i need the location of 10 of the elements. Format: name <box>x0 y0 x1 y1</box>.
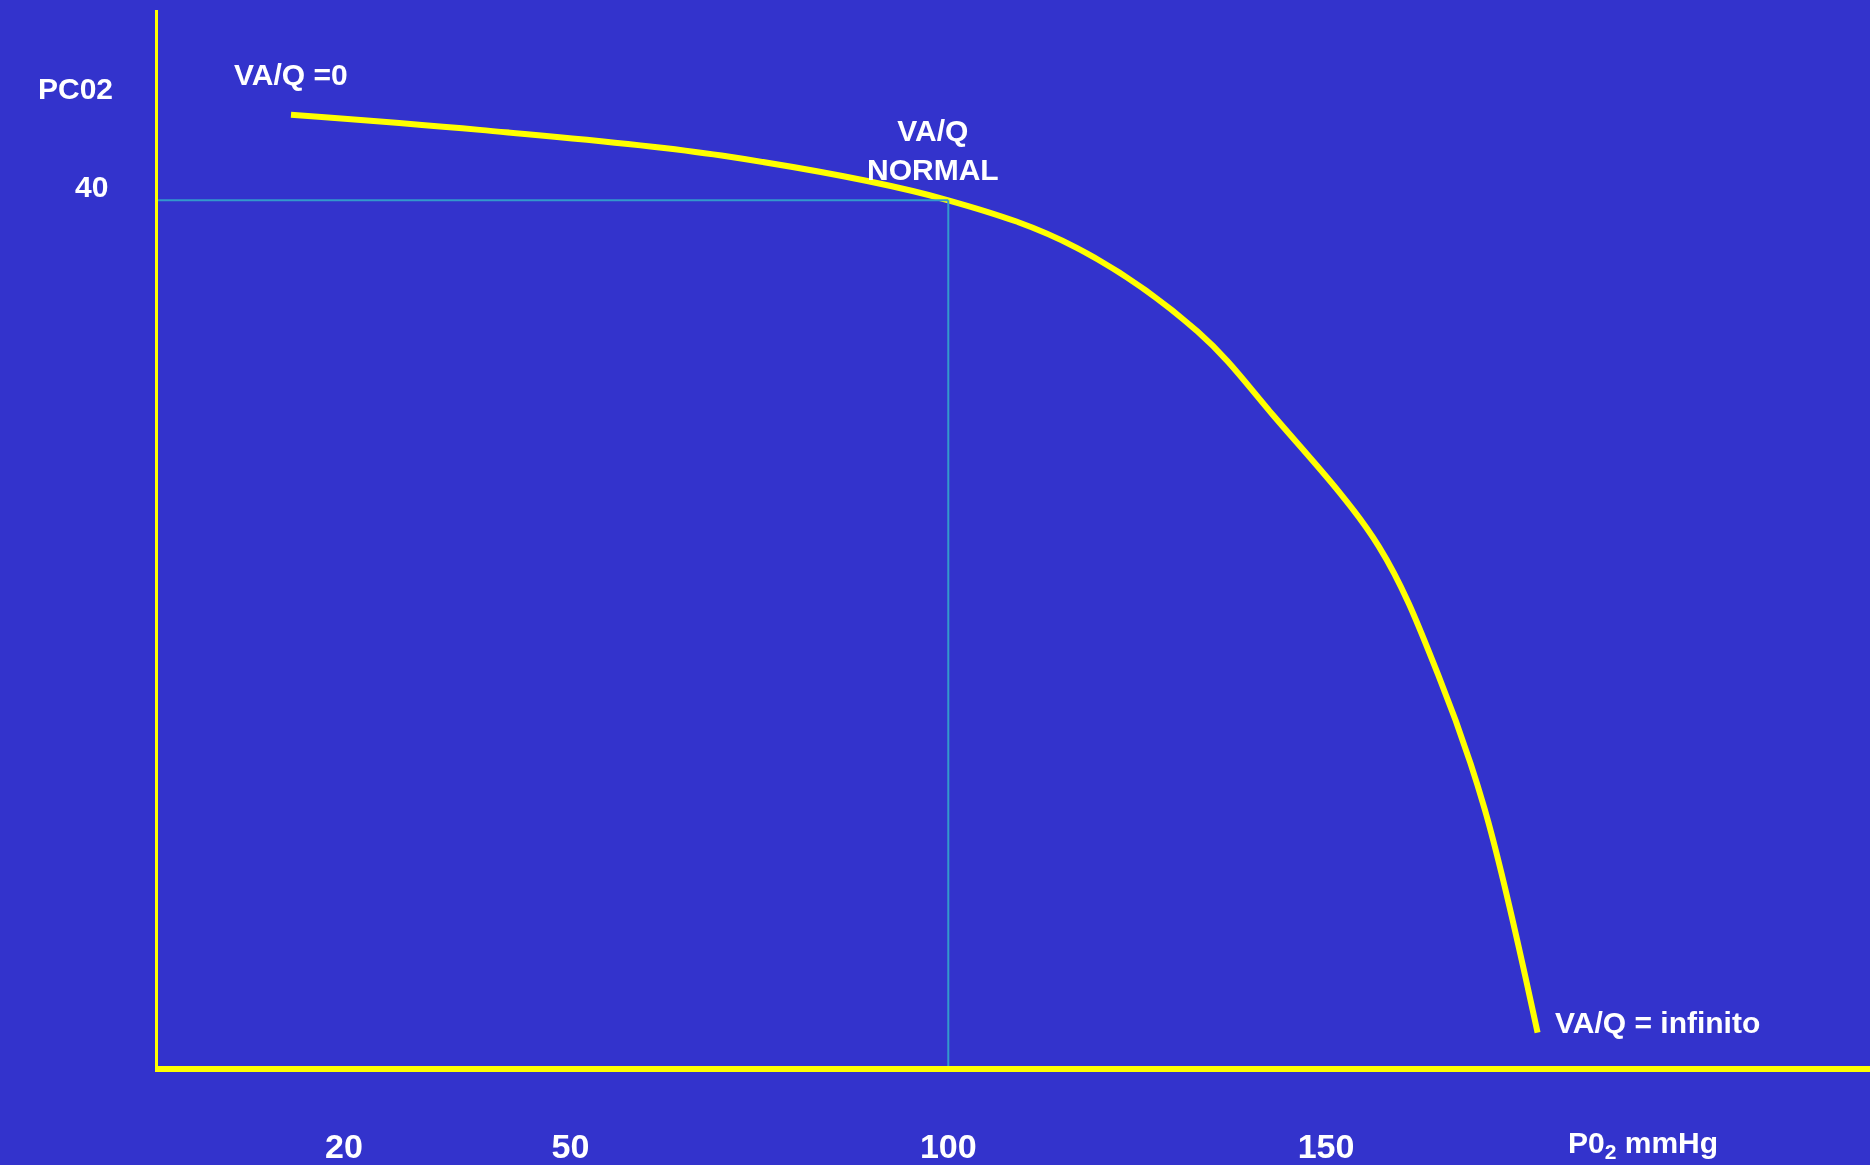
x-tick-label: 150 <box>1297 1126 1355 1165</box>
text: 40 <box>75 170 109 203</box>
x-tick-label: 50 <box>551 1126 590 1165</box>
x-tick-label: 100 <box>919 1126 977 1165</box>
annotation: VA/Q NORMAL <box>867 114 999 186</box>
annotation: VA/Q = infinito <box>1555 1006 1761 1039</box>
x-tick-label: 20 <box>324 1126 363 1165</box>
y-axis-title: PC02 <box>38 72 114 105</box>
x-axis-title: P0$_{2}$ mmHg <box>1568 1126 1719 1164</box>
annotation: VA/Q =0 <box>234 58 348 91</box>
